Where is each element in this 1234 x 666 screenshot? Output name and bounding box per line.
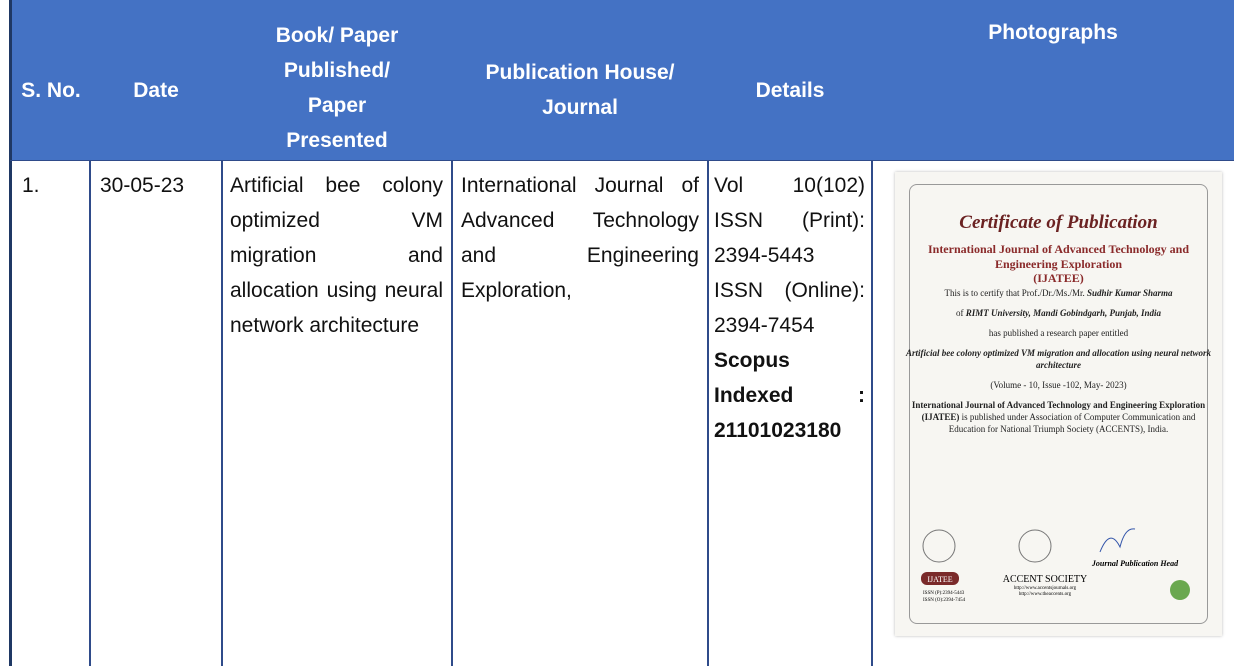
header-cell: Details [755,78,825,102]
header-cell: Publication House/ Journal [485,61,675,119]
header-cell: Date [133,78,179,102]
header-cell: Book/ Paper Published/ Paper Presented [275,23,399,152]
cert-heading: Certificate of Publication [959,212,1158,233]
column-border [707,160,709,666]
cert-certify: This is to certify that Prof./Dr./Ms./Mr… [905,287,1212,299]
cert-publisher-text: is published under Association of Comput… [948,412,1196,434]
cert-badge: IJATEE [927,575,952,584]
cert-url1: http://www.accentsjournals.org [1014,586,1077,591]
cert-of-text: of [956,308,964,318]
header-cell: S. No. [21,78,81,102]
cert-issue: (Volume - 10, Issue -102, May- 2023) [990,380,1127,390]
cert-footer: IJATEE ISSN (P):2394-5443 ISSN (O):2394-… [921,528,1190,603]
badge [921,572,959,585]
signature [1099,528,1136,553]
cert-name: Sudhir Kumar Sharma [1086,288,1173,298]
left-border [9,0,12,666]
cell-sno: 1. [22,174,40,197]
cert-head: Journal Publication Head [1091,559,1179,568]
seal [1018,529,1052,563]
cert-journal: International Journal of Advanced Techno… [927,242,1190,271]
cert-issn-p: ISSN (P):2394-5443 [923,591,965,596]
column-border [451,160,453,666]
column-border [89,160,91,666]
cell-title: Artificial bee colony optimized VM migra… [230,174,443,337]
seal [922,529,956,563]
cell-details: Vol 10(102) ISSN (Print): 2394-5443 ISSN… [714,168,865,448]
cell-journal: International Journal of Advanced Techno… [461,174,699,302]
cert-issn-o: ISSN (O):2394-7454 [923,598,966,603]
cert-publisher: International Journal of Advanced Techno… [905,399,1212,435]
cert-paper: Artificial bee colony optimized VM migra… [905,348,1212,370]
row-border [10,160,1234,161]
logo [1170,580,1190,600]
column-border [871,160,873,666]
cert-certify-text: This is to certify that Prof./Dr./Ms./Mr… [944,288,1085,298]
certificate-photo: Certificate of Publication International… [895,172,1222,636]
cert-published: has published a research paper entitled [988,328,1129,338]
cell-date: 30-05-23 [100,174,185,197]
certificate-frame [909,184,1208,624]
cert-url2: http://www.theaccents.org [1019,592,1072,597]
details-text: Vol 10(102) ISSN (Print): 2394-5443 ISSN… [714,174,865,337]
column-border [221,160,223,666]
header-cell: Photographs [988,21,1118,44]
cert-of: of RIMT University, Mandi Gobindgarh, Pu… [905,307,1212,319]
cert-affiliation: RIMT University, Mandi Gobindgarh, Punja… [965,308,1161,318]
cert-abbr: (IJATEE) [1033,271,1084,285]
cert-publisher-bold: International Journal of Advanced Techno… [911,400,1206,422]
details-indexed: Scopus Indexed : 21101023180 [714,349,865,442]
cert-society: ACCENT SOCIETY [1003,574,1088,585]
header-row [10,0,1234,160]
